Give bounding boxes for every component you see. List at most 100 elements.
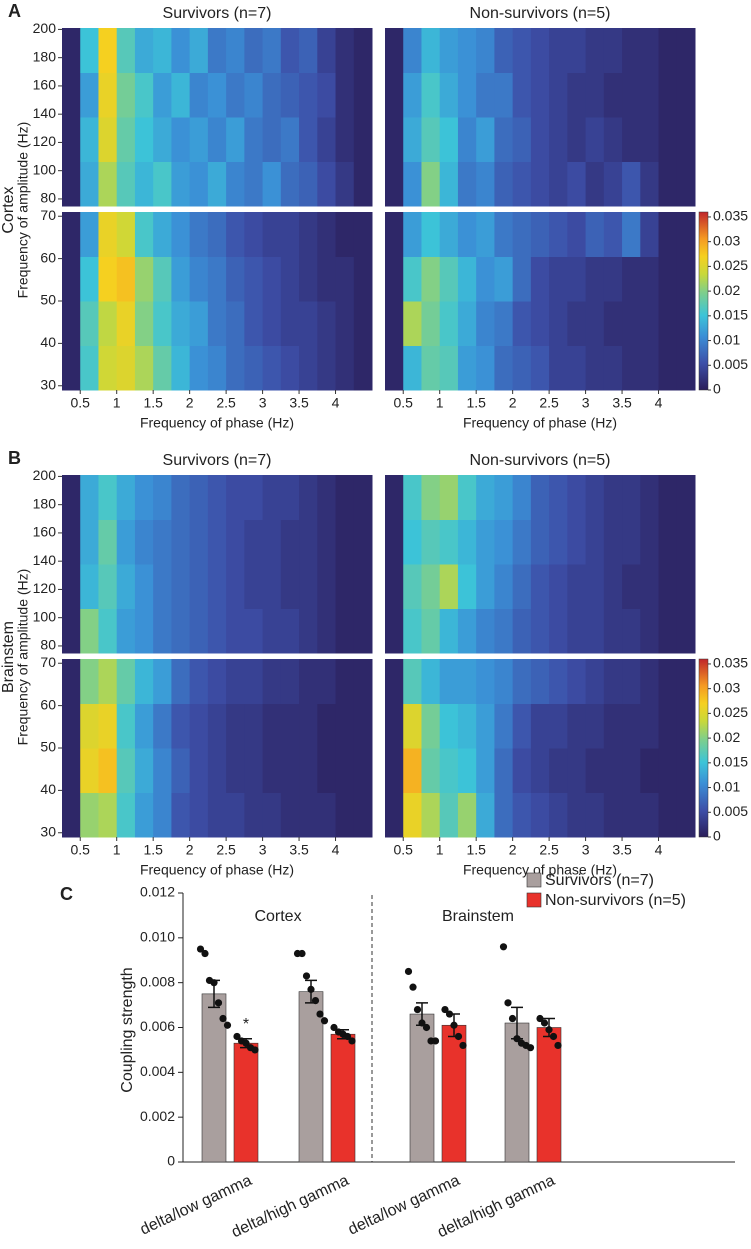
heatmap-cell — [280, 117, 300, 162]
heatmap-cell — [98, 519, 118, 565]
heatmap-cell — [134, 519, 154, 565]
heatmap-cell — [244, 608, 264, 654]
heatmap-cell — [676, 345, 696, 391]
y-tick-label: 200 — [33, 467, 57, 483]
x-tick-label: 2 — [186, 842, 194, 858]
x-tick-label: 4 — [655, 842, 663, 858]
heatmap-cell — [226, 608, 245, 654]
heatmap-cell — [439, 72, 459, 118]
heatmap-cell — [530, 256, 550, 302]
heatmap-cell — [98, 212, 118, 257]
heatmap-cell — [603, 72, 623, 118]
column-title: Non-survivors (n=5) — [470, 452, 611, 469]
heatmap-cell — [353, 345, 373, 391]
y-axis-label: Frequency of amplitude (Hz) — [15, 569, 31, 746]
heatmap-cell — [134, 608, 154, 654]
data-point — [219, 1014, 227, 1023]
heatmap-cell — [317, 748, 337, 793]
heatmap-cell — [421, 256, 441, 302]
y-tick-label: 160 — [33, 524, 57, 540]
colorbar-tick-label: 0.025 — [713, 257, 748, 273]
heatmap-cell — [299, 117, 318, 162]
heatmap-cell — [280, 519, 300, 565]
heatmap-cell — [439, 608, 459, 654]
heatmap-cell — [226, 475, 245, 520]
heatmap-cell — [512, 212, 532, 257]
heatmap-cell — [567, 608, 587, 654]
heatmap-cell — [421, 659, 441, 704]
colorbar-tick-label: 0.02 — [713, 729, 740, 745]
data-point — [196, 945, 205, 953]
heatmap-cell — [457, 659, 477, 704]
heatmap-cell — [512, 256, 532, 302]
data-point — [441, 1005, 449, 1014]
heatmap-cell — [98, 161, 118, 207]
heatmap-cell — [262, 748, 282, 793]
heatmap-cell — [640, 345, 660, 391]
heatmap-cell — [335, 301, 355, 346]
heatmap-cell — [280, 28, 300, 73]
heatmap-cell — [658, 117, 678, 162]
heatmap-cell — [134, 564, 154, 609]
heatmap-cell — [335, 256, 355, 302]
heatmap-cell — [476, 301, 495, 346]
heatmap-cell — [134, 475, 154, 520]
y-tick-label: 0.010 — [140, 929, 175, 945]
bar — [409, 1013, 435, 1163]
heatmap-cell — [244, 72, 264, 118]
heatmap-cell — [512, 301, 532, 346]
heatmap-cell — [385, 301, 404, 346]
heatmap-cell — [476, 659, 495, 704]
heatmap-cell — [98, 72, 118, 118]
heatmap-cell — [98, 659, 118, 704]
heatmap-cell — [226, 659, 245, 704]
y-tick-label: 60 — [40, 696, 56, 712]
heatmap-cell — [299, 256, 318, 302]
heatmap-cell — [280, 659, 300, 704]
x-tick-label: 2.5 — [539, 395, 559, 411]
heatmap-cell — [403, 703, 422, 749]
data-point — [413, 1005, 422, 1014]
heatmap-cell — [640, 748, 660, 793]
heatmap-cell — [80, 564, 99, 609]
x-tick-label: 3.5 — [289, 395, 309, 411]
heatmap-cell — [549, 212, 568, 257]
heatmap-cell — [207, 519, 227, 565]
heatmap-cell — [549, 301, 568, 346]
heatmap-cell — [640, 161, 660, 207]
heatmap-cell — [134, 117, 154, 162]
heatmap-cell — [640, 519, 660, 565]
data-point — [210, 979, 218, 987]
heatmap-cell — [335, 345, 355, 391]
heatmap-cell — [171, 703, 191, 749]
heatmap-cell — [585, 345, 605, 391]
heatmap-cell — [567, 792, 587, 838]
heatmap-cell — [353, 703, 373, 749]
heatmap-cell — [134, 301, 154, 346]
heatmap-cell — [98, 256, 118, 302]
data-point — [302, 972, 311, 980]
heatmap-cell — [244, 161, 264, 207]
heatmap-cell — [603, 212, 623, 257]
heatmap-cell — [244, 659, 264, 704]
heatmap-cell — [134, 748, 154, 793]
heatmap-cell — [622, 475, 641, 520]
heatmap-cell — [262, 161, 282, 207]
heatmap-cell — [335, 748, 355, 793]
y-tick-label: 0.008 — [140, 973, 175, 989]
heatmap-cell — [640, 659, 660, 704]
y-tick-label: 80 — [40, 190, 56, 206]
x-tick-label: 0.5 — [71, 842, 91, 858]
heatmap-cell — [153, 659, 172, 704]
heatmap-cell — [603, 28, 623, 73]
colorbar-tick-label: 0.005 — [713, 356, 748, 372]
heatmap-cell — [676, 475, 696, 520]
heatmap-cell — [189, 28, 209, 73]
heatmap-cell — [658, 792, 678, 838]
heatmap-cell — [207, 28, 227, 73]
data-point — [545, 1026, 553, 1034]
heatmap-cell — [676, 72, 696, 118]
heatmap-cell — [421, 161, 441, 207]
heatmap-cell — [549, 345, 568, 391]
heatmap-cell — [262, 345, 282, 391]
